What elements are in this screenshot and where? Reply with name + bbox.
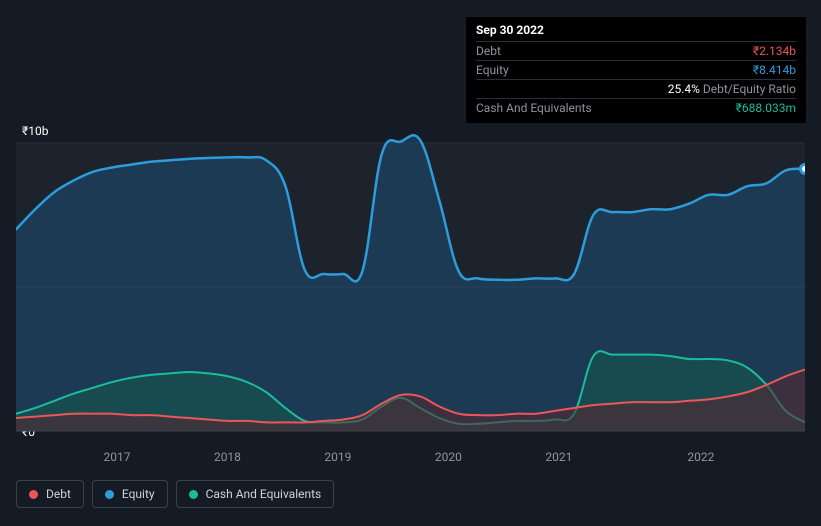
tooltip-label: Cash And Equivalents xyxy=(476,101,592,115)
legend-label: Cash And Equivalents xyxy=(206,487,322,501)
x-axis-labels: 2017 2018 2019 2020 2021 2022 xyxy=(16,450,805,470)
tooltip-label: Equity xyxy=(476,63,509,77)
x-axis-label: 2018 xyxy=(214,450,241,464)
tooltip-value: ₹2.134b xyxy=(753,44,796,58)
tooltip-value: ₹8.414b xyxy=(753,63,796,77)
chart-legend: Debt Equity Cash And Equivalents xyxy=(16,480,334,508)
x-axis-label: 2017 xyxy=(103,450,130,464)
financials-chart[interactable] xyxy=(16,125,805,470)
tooltip-value: ₹688.033m xyxy=(736,101,796,115)
legend-dot-icon xyxy=(29,490,38,499)
legend-item-cash[interactable]: Cash And Equivalents xyxy=(176,480,335,508)
tooltip-label: Debt xyxy=(476,44,501,58)
legend-dot-icon xyxy=(189,490,198,499)
x-axis-label: 2022 xyxy=(687,450,714,464)
tooltip-row-equity: Equity ₹8.414b xyxy=(476,60,796,79)
tooltip-value: 25.4% Debt/Equity Ratio xyxy=(668,82,796,96)
tooltip-row-ratio: 25.4% Debt/Equity Ratio xyxy=(476,79,796,98)
legend-label: Debt xyxy=(46,487,71,501)
x-axis-label: 2020 xyxy=(435,450,462,464)
tooltip-date: Sep 30 2022 xyxy=(476,23,796,41)
x-axis-label: 2021 xyxy=(545,450,572,464)
legend-item-equity[interactable]: Equity xyxy=(92,480,168,508)
legend-label: Equity xyxy=(122,487,155,501)
legend-item-debt[interactable]: Debt xyxy=(16,480,84,508)
chart-tooltip: Sep 30 2022 Debt ₹2.134b Equity ₹8.414b … xyxy=(466,17,806,123)
tooltip-row-cash: Cash And Equivalents ₹688.033m xyxy=(476,98,796,117)
legend-dot-icon xyxy=(105,490,114,499)
tooltip-row-debt: Debt ₹2.134b xyxy=(476,41,796,60)
x-axis-label: 2019 xyxy=(324,450,351,464)
chart-canvas xyxy=(16,125,805,445)
